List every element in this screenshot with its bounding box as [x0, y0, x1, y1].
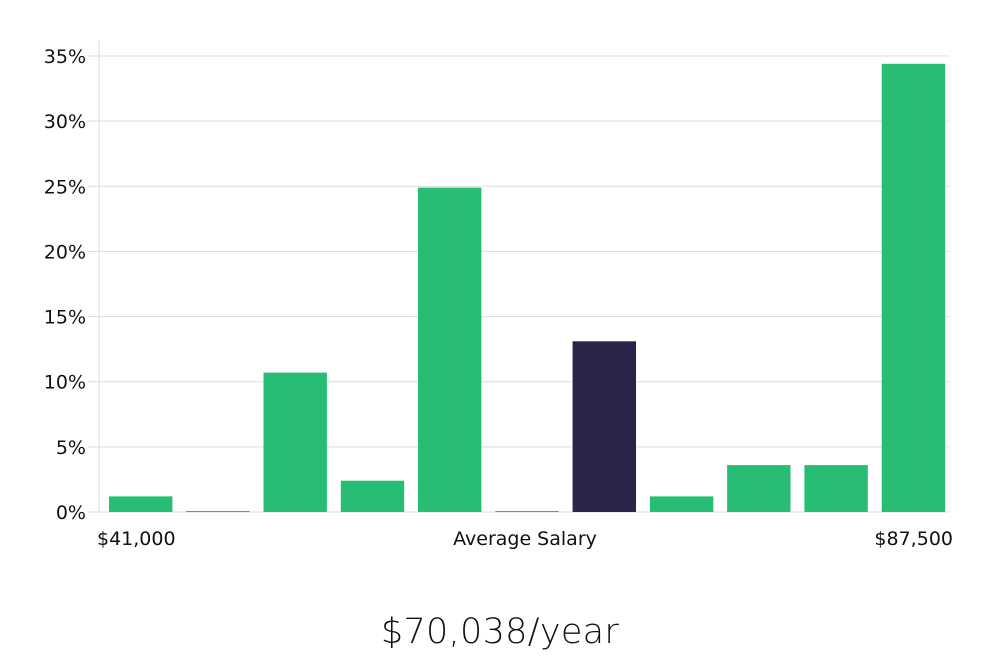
bar	[881, 63, 946, 513]
bar	[495, 511, 559, 512]
x-axis-title: Average Salary	[453, 528, 597, 550]
bar	[649, 496, 714, 512]
bar	[804, 465, 868, 512]
y-tick-label: 5%	[56, 437, 86, 459]
average-salary-headline: $70,038/year	[380, 612, 620, 652]
bar	[727, 465, 791, 512]
x-axis-min-label: $41,000	[97, 528, 176, 550]
y-axis-ticks: 0% 5% 10% 15% 20% 25% 30% 35%	[44, 46, 86, 524]
y-tick-label: 20%	[44, 241, 86, 263]
y-tick-label: 15%	[44, 307, 86, 329]
x-axis-max-label: $87,500	[874, 528, 953, 550]
salary-histogram: 0% 5% 10% 15% 20% 25% 30% 35%	[44, 40, 950, 524]
y-tick-label: 35%	[44, 46, 86, 68]
y-tick-label: 25%	[44, 176, 86, 198]
bars	[109, 63, 946, 513]
bar	[340, 480, 405, 512]
bar	[109, 496, 173, 512]
bar	[418, 187, 482, 512]
bar	[263, 372, 327, 512]
bar	[186, 511, 250, 512]
bar-highlighted	[572, 341, 636, 512]
y-tick-label: 30%	[44, 111, 86, 133]
gridlines	[88, 40, 950, 513]
y-tick-label: 10%	[44, 372, 86, 394]
y-tick-label: 0%	[56, 502, 86, 524]
